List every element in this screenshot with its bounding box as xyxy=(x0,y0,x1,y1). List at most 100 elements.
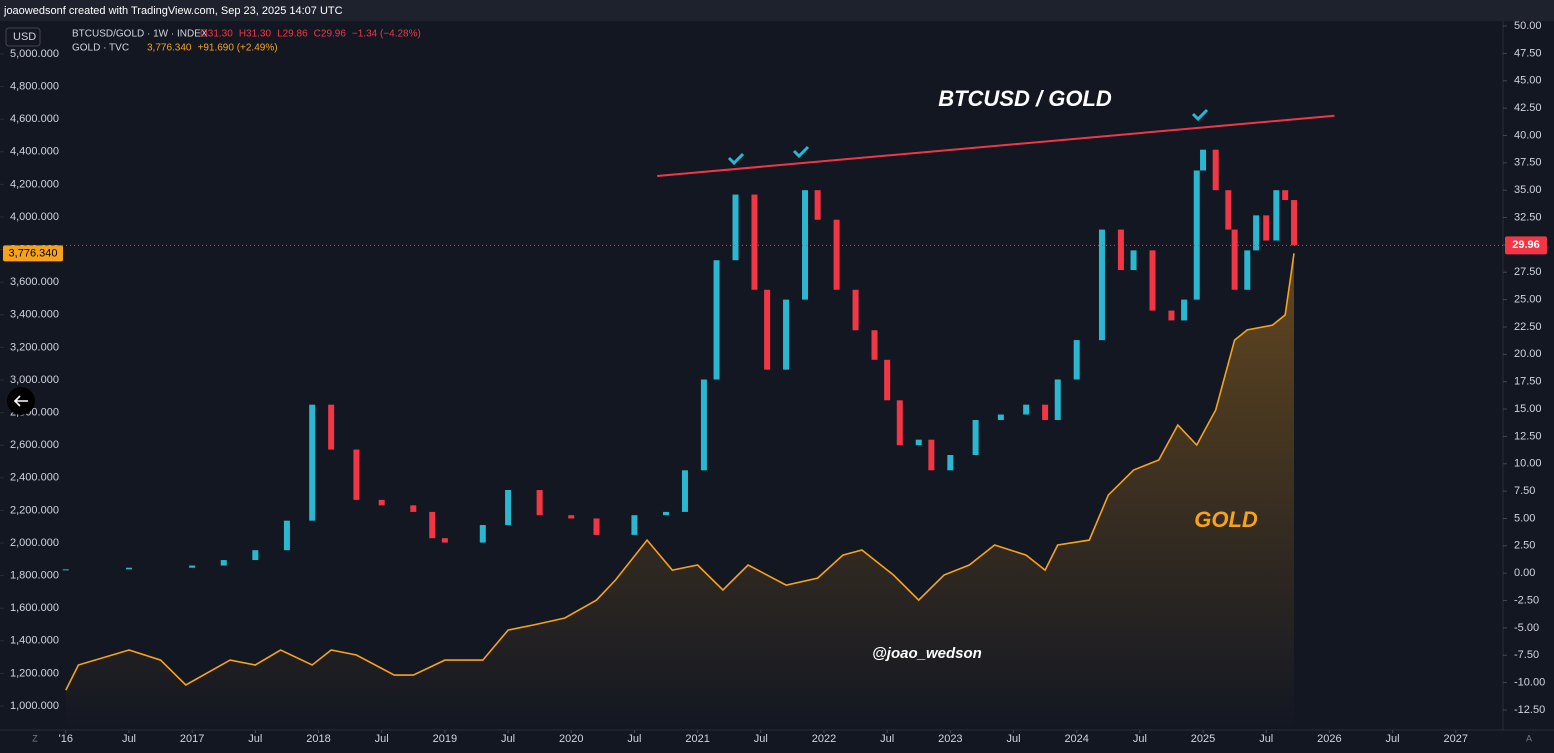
y2-tick-label: 22.50 xyxy=(1514,321,1542,333)
y-tick-label: 4,600.000 xyxy=(10,113,59,125)
y-tick-label: 2,400.000 xyxy=(10,472,59,484)
candle xyxy=(568,515,575,519)
candle xyxy=(732,194,739,261)
candle xyxy=(814,190,821,220)
annotation-gold: GOLD xyxy=(1194,507,1258,532)
x-tick-label: Jul xyxy=(501,733,515,745)
y2-tick-label: -12.50 xyxy=(1514,704,1545,716)
candle xyxy=(378,499,385,506)
candle xyxy=(1282,190,1289,201)
candle xyxy=(220,560,227,566)
y2-tick-label: 25.00 xyxy=(1514,294,1542,306)
candle xyxy=(1149,250,1156,311)
candle xyxy=(1042,404,1049,420)
y-tick-label: 4,000.000 xyxy=(10,211,59,223)
currency-box[interactable] xyxy=(5,27,41,47)
y-tick-label: 2,200.000 xyxy=(10,504,59,516)
price-label: 29.96 xyxy=(1512,239,1540,251)
y-tick-label: 3,000.000 xyxy=(10,374,59,386)
x-tick-label: 2025 xyxy=(1191,733,1215,745)
candle xyxy=(1273,190,1280,241)
candle xyxy=(1291,200,1298,246)
candle xyxy=(328,404,335,450)
y2-tick-label: 2.50 xyxy=(1514,540,1535,552)
candle xyxy=(1231,229,1238,290)
candle xyxy=(833,219,840,290)
candle xyxy=(1054,379,1061,420)
legend-name: GOLD · TVC xyxy=(72,43,129,54)
y-tick-label: 4,200.000 xyxy=(10,178,59,190)
candle xyxy=(1212,149,1219,191)
legend-quote: L29.86 xyxy=(277,29,308,40)
y2-tick-label: 5.00 xyxy=(1514,512,1535,524)
line xyxy=(65,253,1295,691)
plot: 3,776.340 29.96 xyxy=(3,114,1547,730)
y-tick-label: 1,600.000 xyxy=(10,602,59,614)
legend-quote: +91.690 (+2.49%) xyxy=(198,43,278,54)
y2-tick-label: -5.00 xyxy=(1514,622,1539,634)
candle xyxy=(1225,190,1232,230)
candle xyxy=(663,511,670,516)
candle xyxy=(947,455,954,471)
annotation-title: BTCUSD / GOLD xyxy=(938,86,1112,111)
candle xyxy=(479,525,486,543)
price-box xyxy=(1505,236,1547,255)
candle xyxy=(1181,299,1188,321)
candle xyxy=(1253,215,1260,251)
x-tick-label: Jul xyxy=(1259,733,1273,745)
legend-quote: C29.96 xyxy=(314,29,347,40)
button-label[interactable]: A xyxy=(1526,733,1532,743)
candle xyxy=(896,400,903,446)
header-text: joaowedsonf created with TradingView.com… xyxy=(3,5,343,17)
y-tick-label: 3,400.000 xyxy=(10,309,59,321)
y2-tick-label: 12.50 xyxy=(1514,430,1542,442)
candle xyxy=(631,515,638,535)
x-tick-label: Jul xyxy=(754,733,768,745)
x-tick-label: Jul xyxy=(880,733,894,745)
y2-tick-label: 20.00 xyxy=(1514,348,1542,360)
candle xyxy=(1168,310,1175,321)
x-tick-label: Jul xyxy=(1133,733,1147,745)
x-tick-label: Jul xyxy=(122,733,136,745)
y-tick-label: 5,000.000 xyxy=(10,48,59,60)
candle xyxy=(505,490,512,526)
x-tick-label: 2020 xyxy=(559,733,583,745)
y-tick-label: 4,800.000 xyxy=(10,80,59,92)
candle xyxy=(1073,340,1080,380)
candle xyxy=(410,505,417,512)
candle xyxy=(997,414,1004,420)
candle xyxy=(593,518,600,535)
y-tick-label: 3,600.000 xyxy=(10,276,59,288)
y2-tick-label: 40.00 xyxy=(1514,129,1542,141)
candle xyxy=(353,449,360,500)
x-tick-label: 2026 xyxy=(1317,733,1341,745)
candle xyxy=(1117,229,1124,271)
candle xyxy=(252,550,259,561)
price-label: 3,776.340 xyxy=(9,247,58,259)
x-tick-label: 2019 xyxy=(433,733,457,745)
candle xyxy=(189,565,196,568)
trendline xyxy=(657,114,1335,177)
candle xyxy=(1200,149,1207,171)
candle xyxy=(884,359,891,401)
y-tick-label: 1,800.000 xyxy=(10,570,59,582)
back-arrow xyxy=(13,395,28,407)
y-tick-label: 4,400.000 xyxy=(10,146,59,158)
candle xyxy=(802,190,809,300)
y2-tick-label: 17.50 xyxy=(1514,376,1542,388)
candle xyxy=(309,404,316,521)
x-tick-label: 2017 xyxy=(180,733,204,745)
y2-tick-label: 0.00 xyxy=(1514,567,1535,579)
annotation-handle: @joao_wedson xyxy=(872,645,982,662)
x-tick-label: Jul xyxy=(248,733,262,745)
x-tick-label: Jul xyxy=(375,733,389,745)
x-tick-label: 2021 xyxy=(685,733,709,745)
x-tick-label: Jul xyxy=(1006,733,1020,745)
candle xyxy=(283,520,290,551)
candle xyxy=(713,260,720,380)
area xyxy=(65,253,1295,730)
button-label[interactable]: Z xyxy=(32,733,38,743)
legend-quote: 3,776.340 xyxy=(147,43,192,54)
y2-tick-label: 50.00 xyxy=(1514,20,1542,32)
